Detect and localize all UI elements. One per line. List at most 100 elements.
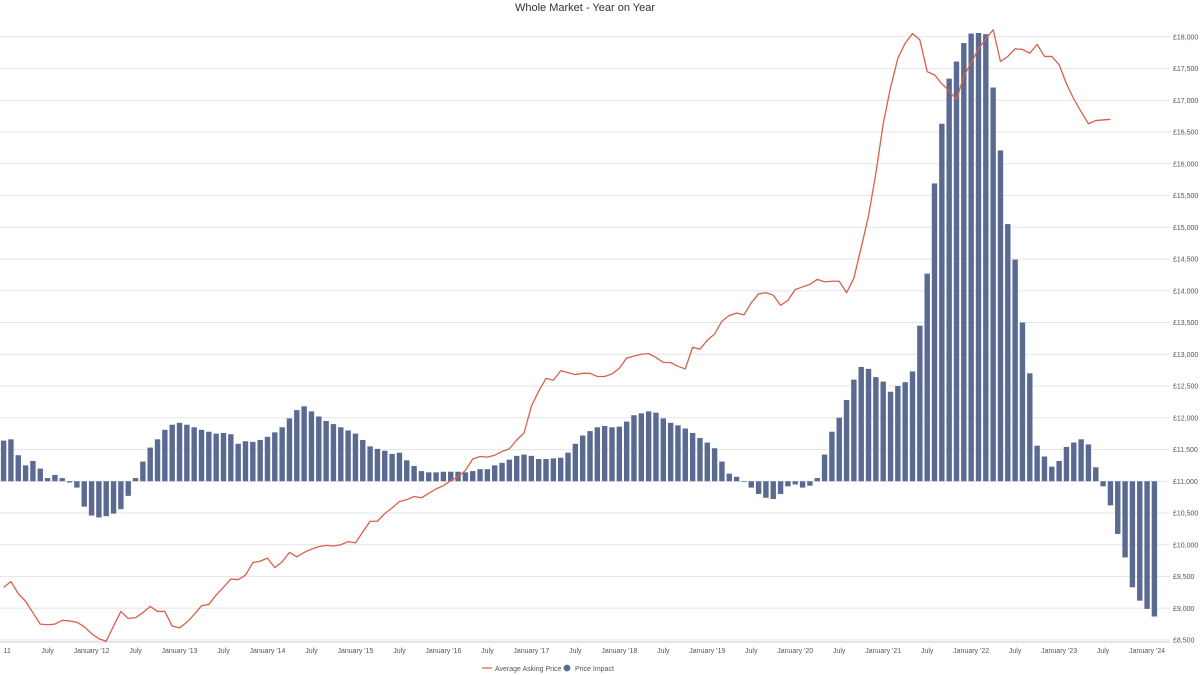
price-impact-bar[interactable] bbox=[873, 377, 879, 482]
price-impact-bar[interactable] bbox=[15, 455, 21, 482]
price-impact-bar[interactable] bbox=[836, 417, 842, 482]
price-impact-bar[interactable] bbox=[44, 478, 51, 482]
price-impact-bar[interactable] bbox=[272, 432, 278, 482]
price-impact-bar[interactable] bbox=[807, 481, 813, 486]
price-impact-bar[interactable] bbox=[829, 431, 835, 482]
price-impact-bar[interactable] bbox=[492, 465, 498, 482]
price-impact-bar[interactable] bbox=[411, 466, 417, 482]
price-impact-bar[interactable] bbox=[1063, 446, 1070, 482]
price-impact-bar[interactable] bbox=[191, 427, 197, 482]
price-impact-bar[interactable] bbox=[220, 432, 227, 482]
price-impact-bar[interactable] bbox=[294, 410, 300, 482]
price-impact-bar[interactable] bbox=[382, 450, 388, 482]
price-impact-bar[interactable] bbox=[470, 471, 476, 482]
legend-label-average-asking-price[interactable]: Average Asking Price bbox=[495, 666, 562, 673]
price-impact-bar[interactable] bbox=[1071, 442, 1077, 482]
price-impact-bar[interactable] bbox=[110, 481, 117, 514]
price-impact-bar[interactable] bbox=[433, 472, 439, 482]
price-impact-bar[interactable] bbox=[770, 481, 776, 500]
price-impact-bar[interactable] bbox=[125, 481, 131, 496]
price-impact-bar[interactable] bbox=[228, 434, 234, 482]
price-impact-bar[interactable] bbox=[506, 459, 513, 482]
price-impact-bar[interactable] bbox=[279, 427, 285, 482]
price-impact-bar[interactable] bbox=[557, 457, 564, 482]
price-impact-bar[interactable] bbox=[147, 447, 153, 482]
price-impact-bar[interactable] bbox=[594, 427, 601, 482]
price-impact-bar[interactable] bbox=[572, 443, 579, 482]
price-impact-bar[interactable] bbox=[66, 481, 73, 483]
legend-label-price-impact[interactable]: Price Impact bbox=[575, 666, 614, 673]
price-impact-bar[interactable] bbox=[360, 439, 366, 482]
price-impact-bar[interactable] bbox=[711, 448, 718, 482]
price-impact-bar[interactable] bbox=[103, 481, 109, 517]
price-impact-bar[interactable] bbox=[440, 471, 447, 482]
price-impact-bar[interactable] bbox=[535, 459, 542, 482]
price-impact-bar[interactable] bbox=[645, 411, 652, 482]
price-impact-bar[interactable] bbox=[697, 438, 703, 482]
price-impact-bar[interactable] bbox=[741, 481, 747, 482]
price-impact-bar[interactable] bbox=[543, 459, 549, 482]
price-impact-bar[interactable] bbox=[59, 478, 65, 482]
price-impact-bar[interactable] bbox=[81, 481, 87, 507]
price-impact-bar[interactable] bbox=[865, 368, 872, 482]
price-impact-bar[interactable] bbox=[118, 481, 124, 510]
price-impact-bar[interactable] bbox=[843, 399, 850, 482]
price-impact-bar[interactable] bbox=[1144, 481, 1150, 609]
price-impact-bar[interactable] bbox=[653, 412, 659, 482]
price-impact-bar[interactable] bbox=[521, 454, 527, 482]
price-impact-bar[interactable] bbox=[719, 461, 725, 482]
price-impact-bar[interactable] bbox=[52, 474, 58, 482]
price-impact-bar[interactable] bbox=[997, 150, 1004, 482]
price-impact-bar[interactable] bbox=[22, 465, 29, 482]
price-impact-bar[interactable] bbox=[1056, 460, 1062, 482]
price-impact-bar[interactable] bbox=[858, 366, 864, 482]
price-impact-bar[interactable] bbox=[1122, 481, 1128, 558]
price-impact-bar[interactable] bbox=[242, 441, 249, 482]
price-impact-bar[interactable] bbox=[374, 448, 381, 482]
price-impact-bar[interactable] bbox=[96, 481, 102, 518]
average-asking-price-line[interactable] bbox=[3, 29, 1111, 642]
price-impact-bar[interactable] bbox=[308, 411, 315, 482]
price-impact-bar[interactable] bbox=[1093, 467, 1099, 482]
price-impact-bar[interactable] bbox=[726, 473, 732, 482]
price-impact-bar[interactable] bbox=[1115, 481, 1121, 534]
price-impact-bar[interactable] bbox=[667, 422, 674, 482]
price-impact-bar[interactable] bbox=[623, 421, 630, 482]
price-impact-bar[interactable] bbox=[1041, 456, 1048, 482]
price-impact-bar[interactable] bbox=[733, 476, 740, 482]
price-impact-bar[interactable] bbox=[609, 427, 615, 482]
price-impact-bar[interactable] bbox=[550, 458, 557, 482]
price-impact-bar[interactable] bbox=[396, 452, 403, 482]
price-impact-bar[interactable] bbox=[235, 443, 241, 482]
price-impact-bar[interactable] bbox=[316, 416, 322, 482]
price-impact-bar[interactable] bbox=[682, 428, 688, 482]
price-impact-bar[interactable] bbox=[961, 43, 967, 482]
price-impact-bar[interactable] bbox=[1129, 481, 1136, 588]
price-impact-bar[interactable] bbox=[418, 471, 425, 482]
price-impact-bar[interactable] bbox=[917, 325, 923, 482]
price-impact-bar[interactable] bbox=[1137, 481, 1143, 601]
price-impact-bar[interactable] bbox=[184, 424, 190, 482]
price-impact-bar[interactable] bbox=[169, 424, 175, 482]
price-impact-bar[interactable] bbox=[601, 426, 608, 482]
price-impact-bar[interactable] bbox=[30, 460, 36, 482]
price-impact-bar[interactable] bbox=[704, 442, 710, 482]
price-impact-bar[interactable] bbox=[880, 381, 886, 482]
price-impact-bar[interactable] bbox=[74, 481, 80, 488]
price-impact-bar[interactable] bbox=[792, 481, 798, 485]
price-impact-bar[interactable] bbox=[88, 481, 95, 516]
price-impact-bar[interactable] bbox=[132, 478, 139, 482]
price-impact-bar[interactable] bbox=[213, 433, 219, 482]
price-impact-bar[interactable] bbox=[565, 452, 571, 482]
price-impact-bar[interactable] bbox=[975, 32, 982, 482]
price-impact-bar[interactable] bbox=[1034, 445, 1040, 482]
price-impact-bar[interactable] bbox=[250, 441, 256, 482]
price-impact-bar[interactable] bbox=[301, 406, 307, 482]
price-impact-bar[interactable] bbox=[198, 429, 205, 482]
price-impact-bar[interactable] bbox=[330, 424, 337, 482]
price-impact-bar[interactable] bbox=[206, 431, 212, 482]
price-impact-bar[interactable] bbox=[748, 481, 754, 488]
price-impact-bar[interactable] bbox=[154, 439, 161, 482]
price-impact-bar[interactable] bbox=[777, 481, 784, 494]
price-impact-bar[interactable] bbox=[1078, 439, 1084, 482]
